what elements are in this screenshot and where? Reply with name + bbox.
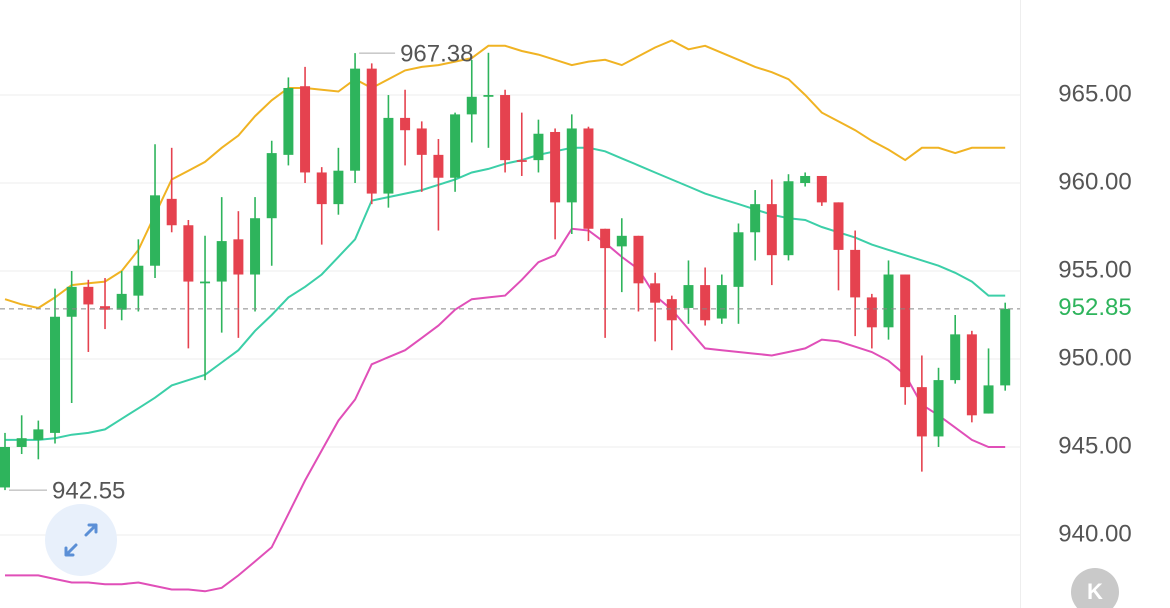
- candle-body: [216, 241, 227, 282]
- expand-button[interactable]: [45, 504, 117, 576]
- candle-body: [966, 334, 977, 416]
- candle-body: [733, 232, 744, 287]
- candle-body: [250, 218, 261, 275]
- candle-body: [666, 299, 677, 321]
- candle-body: [850, 249, 861, 298]
- candle-body: [500, 95, 511, 161]
- candle-body: [183, 225, 194, 282]
- candle-body: [516, 160, 527, 162]
- y-tick-label: 965.00: [1058, 80, 1131, 107]
- candle-body: [316, 172, 327, 205]
- last-price-label: 952.85: [1058, 294, 1131, 321]
- candle-body: [16, 438, 27, 447]
- candle-body: [433, 154, 444, 178]
- max-label: 967.38: [400, 40, 473, 67]
- candle-body: [816, 175, 827, 203]
- candle-body: [300, 86, 311, 173]
- candle-body: [400, 117, 411, 131]
- candle-body: [700, 285, 711, 321]
- candle-body: [333, 170, 344, 205]
- candle-body: [83, 286, 94, 305]
- candle-body: [483, 95, 494, 97]
- candle-body: [33, 429, 44, 440]
- candle-body: [650, 283, 661, 303]
- candle-body: [416, 128, 427, 155]
- min-label: 942.55: [52, 477, 125, 504]
- band-line: [5, 227, 1006, 593]
- y-tick-label: 940.00: [1058, 520, 1131, 547]
- candle-body: [583, 128, 594, 229]
- candle-body: [133, 265, 144, 296]
- candle-body: [833, 202, 844, 250]
- candle-body: [900, 274, 911, 388]
- candle-body: [933, 380, 944, 437]
- candle-body: [0, 446, 10, 488]
- candle-body: [983, 385, 994, 414]
- y-tick-label: 955.00: [1058, 256, 1131, 283]
- candle-body: [366, 68, 377, 194]
- candle-body: [716, 285, 727, 319]
- candle-body: [266, 153, 277, 219]
- expand-button-bg: [45, 504, 117, 576]
- candle-body: [883, 274, 894, 328]
- candle-body: [766, 204, 777, 256]
- candle-body: [233, 239, 244, 275]
- candle-body: [916, 387, 927, 437]
- candle-body: [800, 175, 811, 184]
- candle-body: [566, 128, 577, 203]
- expand-icon: [64, 523, 98, 557]
- k-button-label: K: [1087, 579, 1103, 604]
- candle-body: [1000, 308, 1011, 386]
- candle-body: [166, 198, 177, 226]
- k-button-bg: [1071, 568, 1119, 608]
- candle-body: [350, 68, 361, 171]
- candle-body: [750, 204, 761, 233]
- candle-body: [633, 235, 644, 284]
- candle-body: [466, 96, 477, 115]
- candle-body: [383, 117, 394, 194]
- candle-body: [866, 297, 877, 328]
- candle-body: [533, 133, 544, 161]
- candle-body: [783, 181, 794, 256]
- candle-body: [683, 285, 694, 308]
- candle-body: [116, 293, 127, 310]
- candle-body: [66, 286, 77, 317]
- candle-body: [950, 334, 961, 381]
- candle-body: [550, 131, 561, 203]
- candle-body: [150, 195, 161, 266]
- candle-body: [200, 281, 211, 284]
- candle-body: [450, 114, 461, 178]
- candle-body: [616, 235, 627, 247]
- y-tick-label: 950.00: [1058, 344, 1131, 371]
- candle-body: [283, 87, 294, 155]
- candle-body: [100, 306, 111, 310]
- candle-body: [600, 228, 611, 249]
- y-tick-label: 960.00: [1058, 168, 1131, 195]
- y-tick-label: 945.00: [1058, 432, 1131, 459]
- last-price-bg: [1022, 292, 1170, 325]
- candle-body: [50, 316, 61, 433]
- k-button[interactable]: K: [1071, 568, 1119, 608]
